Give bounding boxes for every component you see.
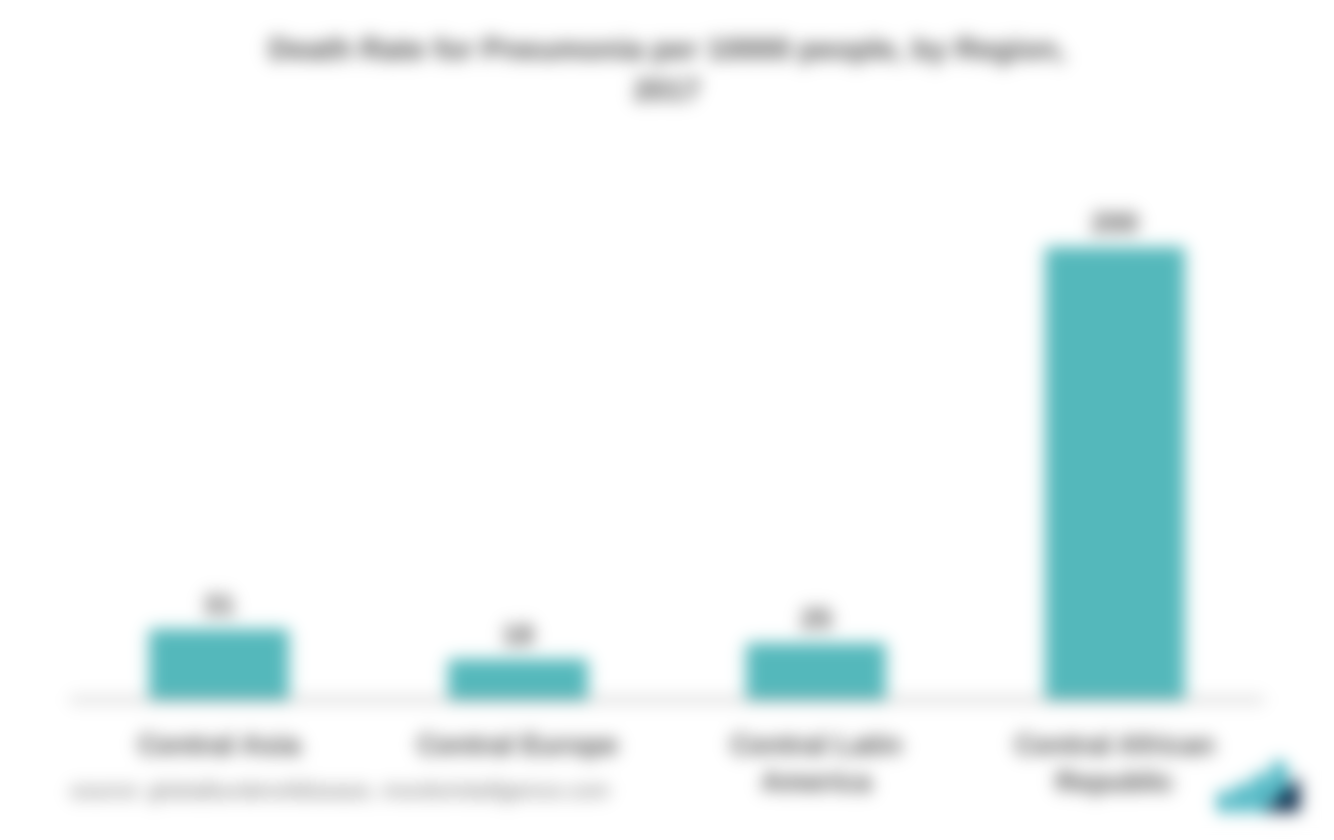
chart-title-line2: 2017 [634, 74, 701, 107]
chart-container: Death Rate for Pneumonia per 10000 peopl… [0, 0, 1334, 840]
plot-area: 31 18 25 200 [70, 131, 1264, 701]
chart-title: Death Rate for Pneumonia per 10000 peopl… [269, 30, 1066, 111]
bar-0: 31 [149, 629, 289, 699]
logo-icon [1214, 754, 1300, 816]
bar-slot-3: 200 [966, 131, 1265, 699]
bar-1: 18 [448, 659, 588, 700]
brand-logo [1214, 754, 1300, 816]
bar-slot-0: 31 [70, 131, 369, 699]
source-note: source: globalburdenofdisease, mordorint… [70, 778, 609, 804]
bar-value-3: 200 [1091, 207, 1138, 239]
bars-row: 31 18 25 200 [70, 131, 1264, 701]
x-label-2: Central Latin America [667, 727, 966, 800]
bar-value-2: 25 [801, 603, 832, 635]
bar-value-1: 18 [502, 619, 533, 651]
chart-title-line1: Death Rate for Pneumonia per 10000 peopl… [269, 33, 1066, 66]
bar-3: 200 [1045, 247, 1185, 699]
bar-slot-1: 18 [369, 131, 668, 699]
bar-2: 25 [746, 643, 886, 700]
bar-slot-2: 25 [667, 131, 966, 699]
bar-value-0: 31 [204, 589, 235, 621]
